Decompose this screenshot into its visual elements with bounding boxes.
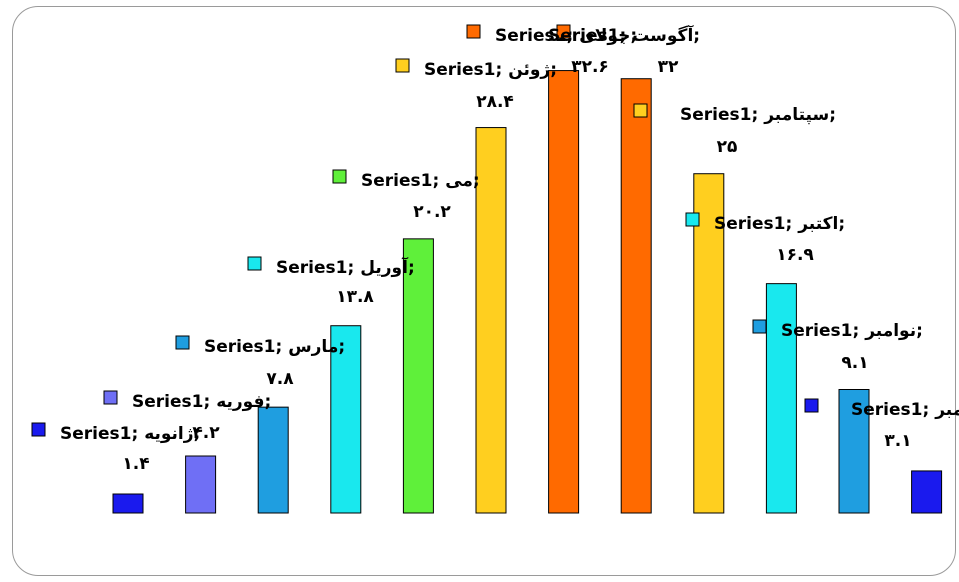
label-line1-3: Series1; مارس; [204,337,345,357]
data-label-8: Series1; آگوست; ٣٢ [548,24,700,77]
bar-6 [475,127,507,514]
data-label-9: Series1; سپتامبر; ٢۵ [633,103,836,157]
data-label-4: Series1; آوریل; ١٣.٨ [247,256,415,307]
label-value-12: ٣.١ [884,431,911,451]
bar-5 [402,238,434,514]
bar-10 [765,283,797,514]
bar-8 [620,78,652,514]
data-label-10: Series1; اکتبر; ١۶.٩ [685,212,845,265]
label-line1-2: Series1; فوریه; [132,392,271,412]
label-key-2 [103,390,118,405]
label-line1-5: Series1; می; [361,171,480,191]
label-key-12 [804,398,819,413]
label-key-1 [31,422,46,437]
bar-9 [693,173,725,514]
label-key-8 [556,24,571,39]
label-value-6: ٢٨.۴ [476,92,514,112]
bar-1 [112,493,144,514]
label-value-3: ٧.٨ [266,369,294,389]
label-value-9: ٢۵ [717,137,738,157]
label-line1-8: Series1; آگوست; [548,24,700,46]
label-key-6 [395,58,410,73]
data-label-11: Series1; نوامبر; ٩.١ [752,319,923,373]
label-line1-6: Series1; ژوئن; [424,60,557,80]
bar-3 [257,406,289,514]
label-key-7 [466,24,481,39]
bar-2 [185,455,217,514]
bar-7 [548,70,580,514]
label-value-10: ١۶.٩ [776,245,814,265]
label-key-4 [247,256,262,271]
label-value-7: ٣٢.۶ [571,57,609,77]
label-line1-12: Series1; دسامبر; [851,400,959,420]
label-value-4: ١٣.٨ [336,287,374,307]
data-label-5: Series1; می; ٢٠.٢ [332,169,480,222]
bar-12 [911,470,943,514]
label-line1-1: Series1; ژانویه; [60,424,200,444]
label-line1-11: Series1; نوامبر; [781,321,923,341]
label-key-10 [685,212,700,227]
label-line1-9: Series1; سپتامبر; [680,105,836,125]
label-value-11: ٩.١ [841,353,868,373]
label-value-8: ٣٢ [658,57,679,77]
data-label-12: Series1; دسامبر; ٣.١ [804,398,959,451]
label-key-9 [633,103,648,118]
bar-4 [330,325,362,514]
data-label-2: Series1; فوریه; ۴.٢ [103,390,271,443]
label-value-1: ١.۴ [122,454,149,474]
label-line1-4: Series1; آوریل; [276,256,415,278]
label-line1-10: Series1; اکتبر; [714,214,845,234]
label-key-5 [332,169,347,184]
label-value-5: ٢٠.٢ [413,202,451,222]
data-label-1: Series1; ژانویه; ١.۴ [31,422,200,474]
label-key-11 [752,319,767,334]
label-key-3 [175,335,190,350]
label-value-2: ۴.٢ [192,423,220,443]
data-label-3: Series1; مارس; ٧.٨ [175,335,345,389]
data-label-6: Series1; ژوئن; ٢٨.۴ [395,58,557,112]
bar-11 [838,389,870,514]
